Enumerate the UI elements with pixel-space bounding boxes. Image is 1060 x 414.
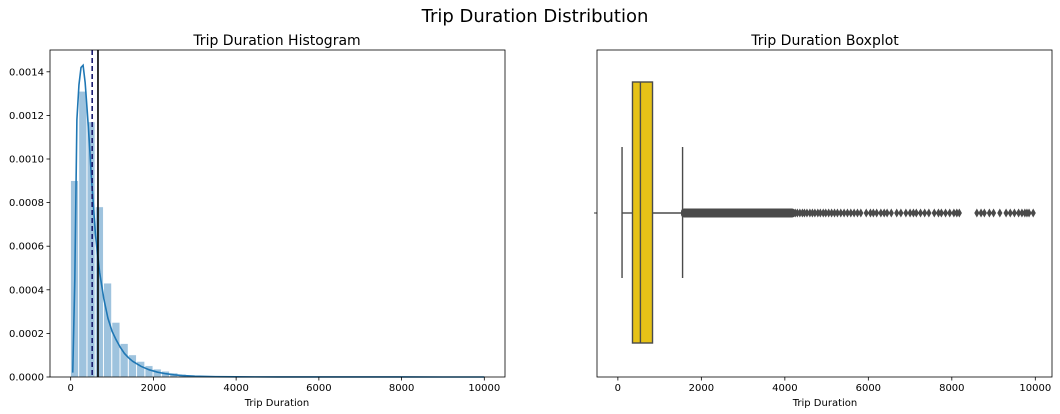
outlier-point [863, 208, 869, 218]
outlier-point [926, 208, 932, 218]
outlier-dense-band [680, 208, 796, 218]
outlier-point [974, 208, 980, 218]
histogram-frame [49, 49, 506, 378]
outlier-point [881, 208, 887, 218]
outlier-point [854, 208, 861, 218]
histogram-bar [111, 322, 120, 378]
histogram-plot-area [70, 50, 485, 378]
outlier-point [870, 208, 876, 218]
y-tick-label: 0.0010 [9, 155, 44, 166]
histogram-chart: Trip Duration Histogram 0 2000 4000 6000 800… [9, 33, 506, 409]
y-tick-label: 0.0006 [9, 242, 44, 253]
outlier-point [951, 208, 957, 218]
y-tick-label: 0.0012 [9, 111, 44, 122]
outlier-point [844, 208, 851, 218]
y-tick-label: 0.0008 [9, 198, 44, 209]
histogram-x-ticks: 0 2000 4000 6000 8000 10000 [67, 377, 500, 394]
outlier-point [831, 208, 838, 218]
outlier-point [838, 208, 844, 218]
outlier-point [938, 208, 944, 218]
outlier-point [913, 208, 919, 218]
x-tick-label: 4000 [772, 383, 797, 394]
outlier-point [851, 208, 857, 218]
outlier-point [867, 208, 874, 218]
outlier-point [898, 208, 904, 218]
kde-line [71, 63, 485, 378]
histogram-title: Trip Duration Histogram [192, 33, 360, 49]
outlier-point [804, 208, 810, 218]
x-tick-label: 0 [67, 383, 73, 394]
outlier-point [812, 208, 818, 218]
outlier-point [922, 208, 928, 218]
histogram-bar [144, 365, 154, 378]
outlier-point [848, 208, 854, 218]
x-tick-label: 6000 [306, 383, 331, 394]
outlier-point [828, 208, 835, 218]
outlier-point [894, 208, 900, 218]
histogram-x-label: Trip Duration [244, 398, 310, 409]
outlier-point [823, 208, 829, 218]
figure-title: Trip Duration Distribution [421, 6, 649, 27]
outlier-point [931, 208, 937, 218]
x-tick-label: 4000 [223, 383, 248, 394]
boxplot-chart: Trip Duration Boxplot 0 2000 4000 6000 8000 1… [594, 33, 1053, 409]
outlier-point [1030, 208, 1036, 218]
x-tick-label: 10000 [1019, 383, 1051, 394]
outlier-point [942, 208, 949, 218]
outlier-point [874, 208, 880, 218]
outlier-point [978, 208, 984, 218]
outlier-point [888, 208, 894, 218]
outlier-point [903, 208, 909, 218]
x-tick-label: 8000 [389, 383, 414, 394]
outlier-point [858, 208, 864, 218]
outlier-point [947, 208, 953, 218]
outlier-point [956, 208, 962, 218]
outlier-point [1026, 208, 1032, 218]
outlier-point [841, 208, 847, 218]
y-tick-label: 0.0014 [9, 67, 44, 78]
outlier-point [1003, 208, 1009, 218]
x-tick-label: 6000 [856, 383, 881, 394]
outlier-point [817, 208, 823, 218]
outlier-point [935, 208, 942, 218]
histogram-bar [103, 283, 112, 378]
boxplot-x-ticks: 0 2000 4000 6000 8000 10000 [615, 377, 1051, 394]
x-tick-label: 10000 [468, 383, 500, 394]
outlier-point [1016, 208, 1022, 218]
x-tick-label: 8000 [939, 383, 964, 394]
histogram-bar [78, 91, 87, 378]
outlier-point [1019, 208, 1025, 218]
outlier-point [878, 208, 884, 218]
x-tick-label: 0 [615, 383, 621, 394]
outlier-point [1007, 208, 1013, 218]
outlier-point [910, 208, 917, 218]
outlier-point [981, 208, 987, 218]
histogram-y-ticks: 0.0000 0.0002 0.0004 0.0006 0.0008 0.0010 0.00… [9, 67, 50, 384]
iqr-box [631, 81, 654, 344]
y-tick-label: 0.0004 [9, 285, 44, 296]
outlier-point [884, 208, 890, 218]
outlier-point [1011, 208, 1018, 218]
x-tick-label: 2000 [141, 383, 166, 394]
boxplot-x-label: Trip Duration [792, 398, 858, 409]
y-tick-label: 0.0000 [9, 373, 44, 384]
outlier-point [986, 208, 992, 218]
outlier-point [826, 208, 832, 218]
outlier-point [990, 208, 997, 218]
outlier-point [997, 208, 1003, 218]
outlier-point [907, 208, 913, 218]
outlier-point [917, 208, 924, 218]
x-tick-label: 2000 [689, 383, 714, 394]
y-tick-label: 0.0002 [9, 329, 44, 340]
boxplot-title: Trip Duration Boxplot [750, 33, 899, 49]
boxplot-frame [596, 49, 1053, 378]
boxplot-plot-area [621, 81, 1036, 344]
outlier-point [834, 208, 841, 218]
